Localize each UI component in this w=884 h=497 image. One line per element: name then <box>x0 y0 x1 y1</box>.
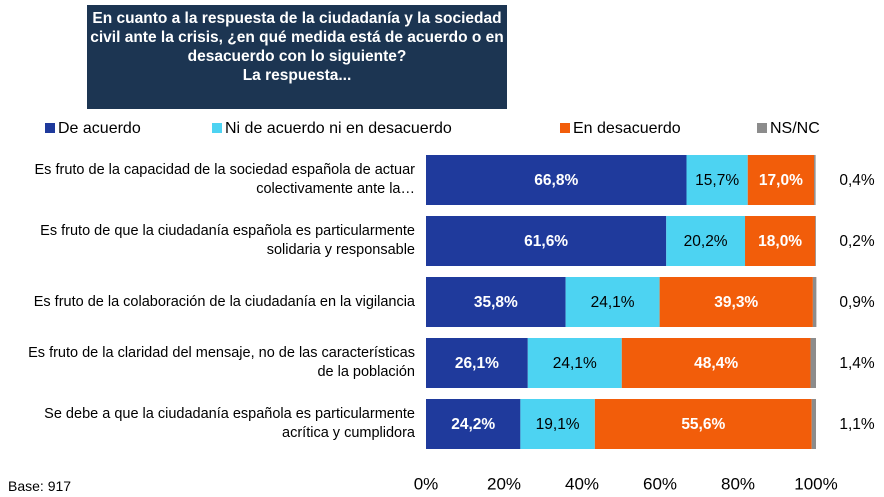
bar-segment <box>745 216 816 266</box>
category-label: Es fruto de que la ciudadanía española e… <box>40 223 415 258</box>
x-tick-label: 0% <box>414 474 439 493</box>
note: Base: 917 <box>8 478 72 494</box>
value-label: 19,1% <box>536 416 580 433</box>
title-box: En cuanto a la respuesta de la ciudadaní… <box>87 5 507 109</box>
value-label: 55,6% <box>681 416 725 433</box>
bar-segment <box>812 277 817 327</box>
category-label: Es fruto de la capacidad de la sociedad … <box>34 162 415 197</box>
value-label: 1,4% <box>839 355 875 372</box>
bar-segment <box>426 216 667 266</box>
bar-segment <box>426 155 687 205</box>
legend-swatch <box>212 123 222 133</box>
bar-segment <box>594 399 812 449</box>
value-label: 24,2% <box>451 416 495 433</box>
bar-segment <box>527 338 622 388</box>
legend-swatch <box>560 123 570 133</box>
bar-segment <box>426 338 528 388</box>
bar-segment <box>814 155 816 205</box>
value-label: 66,8% <box>534 172 578 189</box>
legend-label: En desacuerdo <box>573 120 681 137</box>
value-label: 48,4% <box>694 355 738 372</box>
value-label: 0,4% <box>839 172 875 189</box>
category-label: Es fruto de la colaboración de la ciudad… <box>33 293 415 310</box>
bar-segment <box>666 216 746 266</box>
x-tick-label: 40% <box>565 474 599 493</box>
value-label: 17,0% <box>759 172 803 189</box>
legend-label: Ni de acuerdo ni en desacuerdo <box>225 120 452 137</box>
chart-subtitle: La respuesta... <box>242 67 352 84</box>
value-label: 20,2% <box>684 233 728 250</box>
legend-swatch <box>45 123 55 133</box>
legend-label: De acuerdo <box>58 120 141 137</box>
category-label: Es fruto de la claridad del mensaje, no … <box>28 345 415 380</box>
value-label: 24,1% <box>553 355 597 372</box>
bar-segment <box>621 338 811 388</box>
x-tick-label: 60% <box>643 474 677 493</box>
value-label: 61,6% <box>524 233 568 250</box>
value-label: 35,8% <box>474 294 518 311</box>
value-label: 15,7% <box>695 172 739 189</box>
value-label: 24,1% <box>591 294 635 311</box>
bar-segment <box>426 399 521 449</box>
value-label: 18,0% <box>758 233 802 250</box>
value-label: 0,9% <box>839 294 875 311</box>
legend-swatch <box>757 123 767 133</box>
bar-segment <box>520 399 595 449</box>
chart-title: En cuanto a la respuesta de la ciudadaní… <box>90 10 504 65</box>
bar-segment <box>426 277 566 327</box>
bar-segment <box>811 399 816 449</box>
legend-label: NS/NC <box>770 120 820 137</box>
x-tick-label: 20% <box>487 474 521 493</box>
bar-segment <box>686 155 748 205</box>
bar-segment <box>659 277 813 327</box>
bar-segment <box>815 216 816 266</box>
value-label: 26,1% <box>455 355 499 372</box>
value-label: 39,3% <box>714 294 758 311</box>
category-label: Se debe a que la ciudadanía española es … <box>44 406 415 441</box>
value-label: 1,1% <box>839 416 875 433</box>
bar-segment <box>747 155 815 205</box>
bar-segment <box>810 338 816 388</box>
bar-segment <box>565 277 660 327</box>
x-tick-label: 80% <box>721 474 755 493</box>
x-tick-label: 100% <box>794 474 837 493</box>
value-label: 0,2% <box>839 233 875 250</box>
